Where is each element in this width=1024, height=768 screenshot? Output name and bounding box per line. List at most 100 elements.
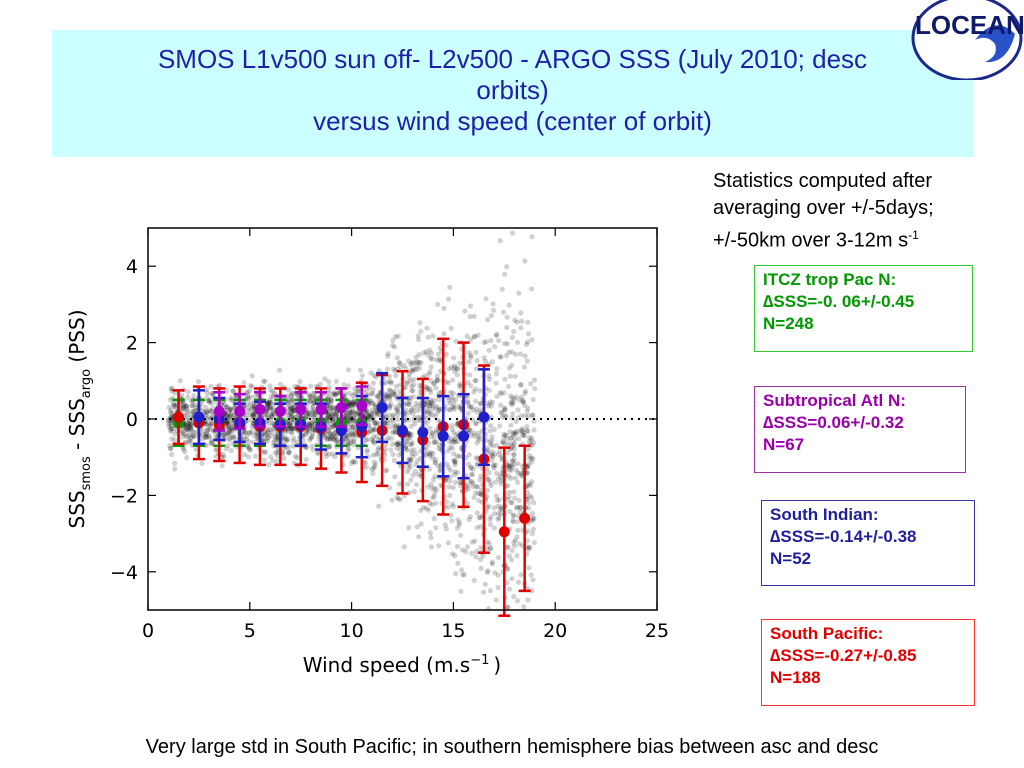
- cloud-point: [265, 400, 271, 406]
- cloud-point: [518, 427, 524, 433]
- cloud-point: [310, 399, 316, 405]
- cloud-point: [457, 381, 463, 387]
- cloud-point: [446, 407, 452, 413]
- cloud-point: [309, 424, 315, 430]
- cloud-point: [446, 438, 453, 444]
- data-point: [173, 411, 185, 423]
- cloud-point: [344, 399, 350, 406]
- cloud-point: [504, 580, 510, 586]
- cloud-point: [480, 589, 487, 595]
- cloud-point: [485, 606, 492, 610]
- cloud-point: [423, 505, 429, 511]
- cloud-point: [408, 361, 414, 368]
- cloud-point: [431, 439, 437, 445]
- cloud-point: [408, 441, 414, 447]
- cloud-point: [177, 378, 183, 384]
- cloud-point: [288, 405, 294, 411]
- cloud-point: [332, 437, 338, 443]
- cloud-point: [395, 496, 401, 502]
- cloud-point: [406, 466, 412, 472]
- cloud-point: [326, 451, 332, 457]
- cloud-point: [493, 332, 499, 339]
- data-point: [335, 402, 347, 414]
- cloud-point: [406, 358, 412, 364]
- cloud-point: [425, 352, 431, 358]
- cloud-point: [524, 428, 530, 434]
- cloud-point: [281, 455, 287, 461]
- cloud-point: [309, 420, 315, 426]
- cloud-point: [511, 594, 517, 600]
- cloud-point: [402, 446, 409, 452]
- cloud-point: [511, 429, 517, 435]
- cloud-point: [288, 423, 294, 430]
- cloud-point: [493, 493, 500, 499]
- cloud-point: [277, 367, 283, 373]
- cloud-point: [500, 439, 506, 445]
- region-name: ITCZ trop Pac N:: [763, 270, 897, 289]
- cloud-point: [501, 431, 507, 437]
- cloud-point: [328, 397, 335, 403]
- cloud-point: [345, 447, 351, 453]
- cloud-point: [524, 538, 531, 544]
- cloud-point: [241, 380, 247, 386]
- cloud-point: [374, 421, 380, 428]
- cloud-point: [270, 406, 276, 412]
- cloud-point: [349, 399, 356, 405]
- cloud-point: [411, 447, 417, 453]
- cloud-point: [510, 512, 516, 518]
- cloud-point: [456, 383, 463, 389]
- cloud-point: [522, 353, 528, 359]
- cloud-point: [245, 396, 251, 402]
- cloud-point: [503, 413, 509, 419]
- cloud-point: [428, 481, 434, 487]
- cloud-point: [457, 406, 463, 412]
- cloud-point: [306, 421, 312, 427]
- cloud-point: [394, 445, 400, 451]
- cloud-point: [431, 397, 437, 403]
- cloud-point: [289, 413, 295, 420]
- cloud-point: [469, 471, 475, 477]
- cloud-point: [472, 378, 478, 384]
- cloud-point: [505, 566, 511, 572]
- cloud-point: [426, 402, 433, 408]
- cloud-point: [266, 399, 272, 405]
- cloud-point: [508, 422, 514, 428]
- cloud-point: [172, 403, 178, 409]
- cloud-point: [230, 388, 236, 394]
- cloud-point: [418, 521, 424, 527]
- cloud-point: [401, 362, 407, 368]
- cloud-point: [477, 388, 483, 394]
- cloud-point: [371, 464, 377, 470]
- cloud-point: [369, 466, 375, 472]
- cloud-point: [382, 420, 388, 426]
- cloud-point: [262, 449, 268, 455]
- cloud-point: [275, 432, 281, 439]
- cloud-point: [225, 443, 231, 449]
- cloud-point: [203, 433, 209, 439]
- cloud-point: [347, 432, 353, 438]
- cloud-point: [202, 435, 208, 441]
- cloud-point: [394, 355, 400, 361]
- cloud-point: [286, 449, 292, 455]
- data-point: [315, 403, 327, 415]
- cloud-point: [473, 406, 479, 412]
- cloud-point: [416, 337, 422, 343]
- cloud-point: [467, 313, 473, 320]
- cloud-point: [454, 453, 460, 459]
- cloud-point: [326, 384, 332, 390]
- cloud-point: [409, 439, 415, 446]
- cloud-point: [188, 438, 194, 444]
- cloud-point: [393, 423, 400, 429]
- cloud-point: [451, 405, 457, 411]
- cloud-point: [355, 410, 361, 416]
- cloud-point: [180, 446, 187, 452]
- cloud-point: [486, 477, 492, 483]
- cloud-point: [288, 412, 295, 418]
- cloud-point: [330, 405, 336, 411]
- cloud-point: [445, 448, 451, 454]
- cloud-point: [506, 473, 512, 479]
- cloud-point: [346, 390, 352, 396]
- cloud-point: [168, 426, 174, 432]
- cloud-point: [341, 382, 347, 388]
- cloud-point: [524, 464, 530, 470]
